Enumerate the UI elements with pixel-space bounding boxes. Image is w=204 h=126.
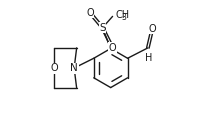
Text: H: H [144, 53, 151, 63]
Text: N: N [70, 63, 78, 73]
Text: O: O [148, 24, 155, 34]
Text: O: O [50, 63, 58, 73]
Text: O: O [108, 43, 116, 53]
Text: S: S [99, 23, 105, 33]
Text: O: O [86, 8, 93, 18]
Text: CH: CH [114, 10, 129, 20]
Text: 3: 3 [121, 13, 126, 22]
